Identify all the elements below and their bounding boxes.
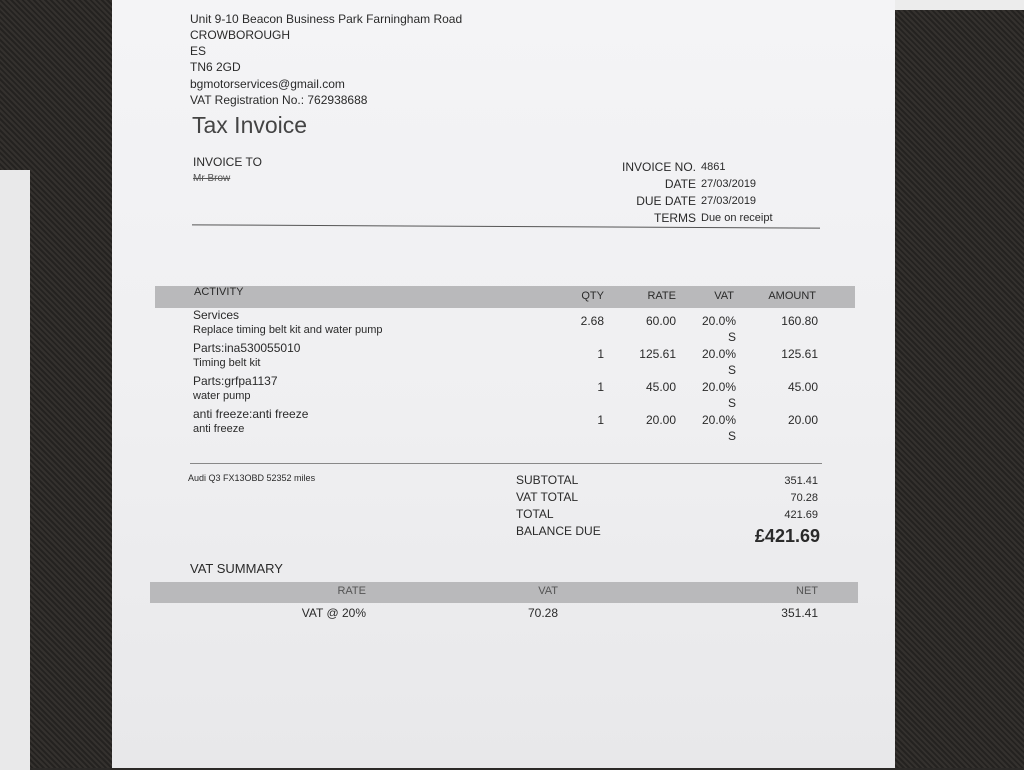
item-vat: 20.0% bbox=[701, 380, 736, 394]
item-name: Parts:ina530055010 bbox=[193, 341, 301, 355]
item-description: Replace timing belt kit and water pump bbox=[193, 324, 383, 336]
item-qty: 1 bbox=[597, 380, 604, 394]
dotted-divider bbox=[190, 463, 822, 464]
vat-registration: VAT Registration No.: 762938688 bbox=[190, 93, 368, 107]
company-email: bgmotorservices@gmail.com bbox=[190, 77, 345, 91]
item-vat-code: S bbox=[727, 429, 736, 443]
adjacent-paper bbox=[890, 0, 1024, 10]
col-amount: AMOUNT bbox=[768, 290, 816, 302]
meta-value: 27/03/2019 bbox=[701, 195, 757, 207]
vat-summary-title: VAT SUMMARY bbox=[190, 561, 283, 576]
invoice-to-label: INVOICE TO bbox=[193, 155, 262, 169]
total-value: £421.69 bbox=[754, 526, 820, 546]
meta-label: INVOICE NO. bbox=[621, 160, 696, 174]
item-rate: 45.00 bbox=[645, 380, 676, 394]
vat-summary-col-vat: VAT bbox=[538, 585, 558, 597]
meta-value: Due on receipt bbox=[701, 212, 773, 224]
company-town: CROWBOROUGH bbox=[190, 28, 290, 42]
page-title: Tax Invoice bbox=[192, 112, 308, 138]
vat-summary-vat: 70.28 bbox=[527, 606, 558, 620]
vat-summary-header-bar bbox=[150, 582, 858, 603]
adjacent-paper bbox=[0, 170, 30, 770]
total-label: VAT TOTAL bbox=[516, 490, 579, 504]
item-vat: 20.0% bbox=[701, 413, 736, 427]
vat-summary-col-net: NET bbox=[796, 585, 818, 597]
item-amount: 20.00 bbox=[787, 413, 818, 427]
company-county: ES bbox=[190, 44, 207, 58]
total-value: 351.41 bbox=[784, 475, 818, 487]
item-rate: 60.00 bbox=[645, 314, 676, 328]
vat-summary-col-rate: RATE bbox=[337, 585, 366, 597]
item-rate: 125.61 bbox=[639, 347, 676, 361]
item-amount: 160.80 bbox=[781, 314, 818, 328]
meta-value: 4861 bbox=[701, 161, 726, 173]
total-value: 70.28 bbox=[790, 492, 818, 504]
invoice-paper bbox=[112, 0, 895, 768]
col-qty: QTY bbox=[581, 290, 604, 302]
item-vat-code: S bbox=[727, 363, 736, 377]
col-rate: RATE bbox=[647, 290, 676, 302]
company-postcode: TN6 2GD bbox=[190, 60, 241, 74]
vehicle-note: Audi Q3 FX13OBD 52352 miles bbox=[188, 473, 316, 483]
item-vat: 20.0% bbox=[701, 347, 736, 361]
item-qty: 1 bbox=[597, 347, 604, 361]
company-address: Unit 9-10 Beacon Business Park Farningha… bbox=[190, 12, 463, 26]
item-vat-code: S bbox=[727, 330, 736, 344]
item-amount: 45.00 bbox=[787, 380, 818, 394]
item-description: water pump bbox=[193, 390, 251, 402]
item-rate: 20.00 bbox=[645, 413, 676, 427]
customer-name: Mr Brow bbox=[193, 173, 231, 184]
item-description: anti freeze bbox=[193, 423, 245, 435]
col-vat: VAT bbox=[714, 290, 734, 302]
item-vat: 20.0% bbox=[701, 314, 736, 328]
item-qty: 1 bbox=[597, 413, 604, 427]
total-label: BALANCE DUE bbox=[516, 524, 601, 538]
vat-summary-net: 351.41 bbox=[781, 606, 818, 620]
total-label: TOTAL bbox=[516, 507, 554, 521]
item-description: Timing belt kit bbox=[193, 357, 261, 369]
item-name: Parts:grfpa1137 bbox=[193, 374, 278, 388]
item-name: anti freeze:anti freeze bbox=[193, 407, 309, 421]
meta-label: DATE bbox=[664, 177, 696, 191]
item-vat-code: S bbox=[727, 396, 736, 410]
meta-label: DUE DATE bbox=[636, 194, 696, 208]
col-activity: ACTIVITY bbox=[194, 286, 244, 298]
table-header-bar bbox=[155, 286, 855, 308]
vat-summary-rate: VAT @ 20% bbox=[301, 606, 366, 620]
item-qty: 2.68 bbox=[580, 314, 604, 328]
total-label: SUBTOTAL bbox=[516, 473, 579, 487]
item-amount: 125.61 bbox=[781, 347, 818, 361]
meta-value: 27/03/2019 bbox=[701, 178, 757, 190]
total-value: 421.69 bbox=[784, 509, 818, 521]
item-name: Services bbox=[193, 308, 240, 322]
meta-label: TERMS bbox=[654, 211, 696, 225]
